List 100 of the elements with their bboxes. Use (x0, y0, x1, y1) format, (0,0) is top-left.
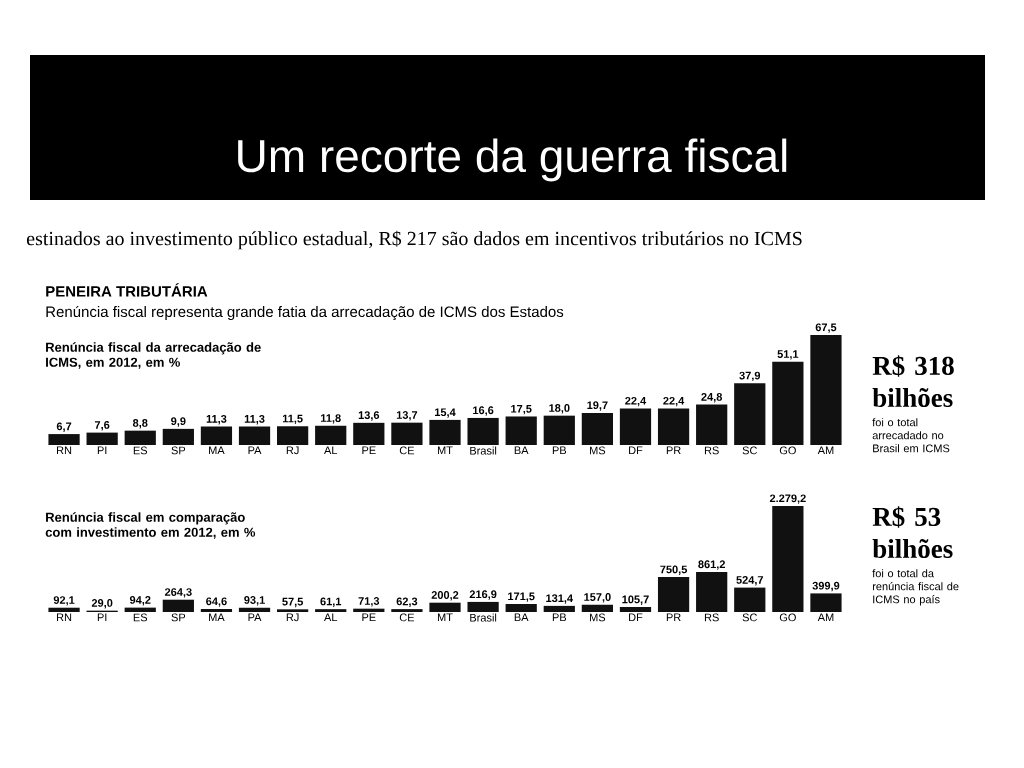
data-label: 71,3 (358, 597, 380, 607)
data-label: 67,5 (815, 323, 837, 333)
x-tick-label: RJ (286, 613, 299, 622)
data-label: 15,4 (434, 408, 456, 418)
x-tick-label: PB (552, 613, 567, 622)
x-tick-label: SP (171, 446, 186, 455)
x-tick-label: MT (437, 446, 453, 455)
x-tick-label: DF (629, 613, 643, 622)
data-label: 861,2 (698, 560, 725, 570)
bar (429, 419, 461, 445)
data-label: 105,7 (622, 595, 649, 605)
bar (353, 422, 385, 445)
data-label: 216,9 (469, 590, 497, 600)
bar (467, 417, 499, 445)
bar (277, 609, 309, 612)
data-label: 62,3 (396, 597, 418, 607)
data-label: 17,5 (511, 405, 532, 415)
bar (696, 571, 728, 612)
x-tick-label: ES (133, 613, 148, 622)
x-tick-label: AM (817, 446, 834, 455)
x-tick-label: PA (248, 613, 262, 622)
x-tick-label: Brasil (470, 446, 497, 455)
x-tick-label: MT (437, 613, 453, 622)
data-label: 9,9 (171, 417, 186, 427)
x-tick-label: ES (133, 446, 148, 455)
bar (467, 601, 499, 612)
x-tick-label: SC (742, 613, 757, 622)
x-tick-label: RS (704, 613, 719, 622)
x-tick-label: PE (362, 613, 376, 622)
bar (734, 383, 766, 445)
y-axis-title: Renúncia fiscal em comparação com investimento em 2012, em % (45, 512, 256, 539)
bar (810, 593, 842, 612)
x-tick-label: SP (171, 613, 186, 622)
bar (772, 361, 804, 445)
chart-subtitle: Renúncia fiscal representa grande fatia da arrecadação de ICMS dos Estados (46, 305, 564, 321)
x-tick-label: AM (817, 613, 834, 622)
data-label: 6,7 (56, 422, 72, 432)
data-label: 11,3 (206, 415, 227, 425)
data-label: 171,5 (508, 592, 535, 602)
data-label: 92,1 (53, 596, 75, 606)
bar (277, 426, 309, 445)
bar (429, 602, 461, 612)
x-tick-label: GO (779, 613, 796, 622)
data-label: 131,4 (546, 594, 573, 604)
x-tick-label: GO (779, 446, 796, 455)
data-label: 51,1 (777, 350, 799, 360)
data-label: 11,3 (244, 415, 265, 425)
bar (581, 604, 614, 612)
data-label: 19,7 (587, 401, 608, 411)
x-tick-label: RS (704, 446, 719, 455)
bar (86, 432, 118, 445)
bar (238, 426, 271, 445)
text: R$ 53 bilhões (872, 506, 953, 559)
data-label: 18,0 (549, 404, 570, 414)
data-label: 157,0 (584, 593, 611, 603)
text: foi o total arrecadado no Brasil em ICMS (872, 418, 950, 453)
bar (391, 609, 423, 612)
bar (619, 607, 652, 612)
x-tick-label: RJ (286, 446, 299, 455)
bar (543, 605, 575, 612)
data-label: 64,6 (206, 597, 227, 607)
data-label: 29,0 (91, 599, 113, 609)
x-tick-label: PA (248, 446, 262, 455)
bar (696, 404, 728, 445)
x-tick-label: SC (742, 446, 757, 455)
x-tick-label: PR (666, 446, 681, 455)
data-label: 264,3 (164, 588, 192, 598)
text: estinados ao investimento público estadual, R$ 217 são dados em incentivos tributários no ICMS (26, 230, 802, 250)
bar (543, 415, 575, 445)
x-tick-label: MS (590, 613, 606, 622)
bar (657, 577, 690, 612)
data-label: 11,5 (282, 414, 303, 425)
bar (238, 607, 271, 612)
bar (200, 426, 233, 445)
x-tick-label: MS (590, 446, 606, 455)
data-label: 22,4 (663, 396, 685, 407)
x-tick-label: PE (362, 446, 376, 455)
x-tick-label: PI (97, 446, 107, 455)
bar (315, 425, 347, 445)
data-label: 11,8 (321, 414, 341, 424)
bar (391, 422, 423, 445)
data-label: 13,6 (358, 411, 380, 421)
bar (657, 408, 690, 445)
data-label: 399,9 (812, 581, 840, 592)
bar (581, 412, 614, 445)
x-tick-label: PR (666, 613, 681, 622)
x-tick-label: CE (399, 446, 415, 455)
x-tick-label: DF (629, 446, 643, 455)
data-label: 61,1 (320, 597, 342, 607)
bar (505, 604, 537, 612)
bar (162, 599, 194, 612)
x-tick-label: MA (209, 613, 225, 622)
x-tick-label: BA (514, 446, 529, 455)
data-label: 24,8 (701, 393, 723, 403)
data-label: 2.279,2 (769, 494, 806, 504)
x-tick-label: AL (324, 446, 338, 455)
x-tick-label: Brasil (470, 613, 497, 622)
x-tick-label: RN (57, 446, 72, 455)
y-axis-title: Renúncia fiscal da arrecadação de ICMS, em 2012, em % (46, 342, 261, 369)
text: R$ 318 bilhões (872, 355, 954, 408)
